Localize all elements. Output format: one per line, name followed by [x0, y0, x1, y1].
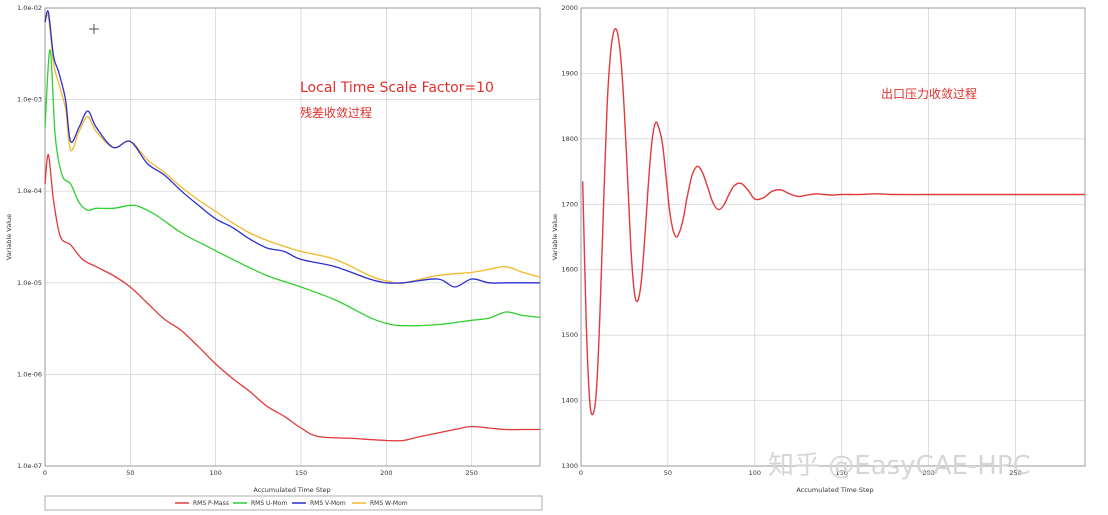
- legend-label: RMS P-Mass: [193, 500, 229, 507]
- y-tick-label: 1.0e-04: [17, 187, 42, 195]
- residual-y-axis-label: Variable Value: [5, 214, 13, 260]
- pressure-series: [582, 28, 1085, 416]
- x-tick-label: 100: [749, 469, 761, 477]
- y-tick-label: 1500: [561, 331, 578, 339]
- series-line-rms-w-mom: [44, 14, 541, 284]
- residual-annotation-title: Local Time Scale Factor=10: [300, 80, 494, 96]
- y-tick-label: 1300: [561, 462, 578, 470]
- residual-legend-items: RMS P-Mass RMS U-Mom RMS V-Mom RMS W-Mom: [175, 500, 408, 507]
- y-tick-label: 1700: [561, 200, 578, 208]
- pressure-ticks: 1300 1400 1500 1600 1700 1800 1900 2000 0 50 100 15…: [561, 4, 1021, 477]
- legend-label: RMS V-Mom: [310, 500, 346, 507]
- x-tick-label: 100: [209, 469, 221, 477]
- x-tick-label: 50: [664, 469, 672, 477]
- x-tick-label: 250: [466, 469, 478, 477]
- pressure-annotation: 出口压力收敛过程: [881, 86, 977, 101]
- pressure-x-axis-label: Accumulated Time Step: [796, 486, 873, 494]
- x-tick-label: 200: [380, 469, 392, 477]
- residual-series: [44, 10, 541, 442]
- residual-chart: 1.0e-07 1.0e-06 1.0e-05 1.0e-04 1.0e-03 1.0e-…: [0, 0, 548, 515]
- y-tick-label: 2000: [561, 4, 578, 12]
- pressure-chart: 1300 1400 1500 1600 1700 1800 1900 2000 0 50 100 15…: [548, 0, 1108, 515]
- y-tick-label: 1.0e-02: [17, 4, 42, 12]
- pressure-grid: [580, 7, 1085, 467]
- series-line-rms-v-mom: [44, 10, 540, 288]
- residual-plot-frame: [44, 7, 541, 467]
- y-tick-label: 1400: [561, 397, 578, 405]
- series-line-rms-p-mass: [44, 154, 540, 442]
- residual-ticks: 1.0e-07 1.0e-06 1.0e-05 1.0e-04 1.0e-03 1.0e-…: [17, 4, 478, 477]
- series-line-rms-u-mom: [44, 49, 541, 327]
- y-tick-label: 1.0e-07: [17, 462, 42, 470]
- legend-label: RMS U-Mom: [251, 500, 287, 507]
- watermark-text: 知乎 @EasyCAE-HPC: [768, 451, 1031, 481]
- x-tick-label: 50: [126, 469, 134, 477]
- x-tick-label: 0: [43, 469, 47, 477]
- y-tick-label: 1.0e-05: [17, 279, 42, 287]
- x-tick-label: 150: [295, 469, 307, 477]
- pressure-plot-frame: [580, 7, 1086, 467]
- pressure-y-axis-label: Variable Value: [551, 214, 559, 260]
- x-tick-label: 0: [579, 469, 583, 477]
- y-tick-label: 1.0e-06: [17, 370, 42, 378]
- y-tick-label: 1.0e-03: [17, 96, 42, 104]
- legend-label: RMS W-Mom: [370, 500, 408, 507]
- residual-annotation-subtitle: 残差收敛过程: [300, 105, 372, 120]
- y-tick-label: 1900: [561, 69, 578, 77]
- x-tick-label: 200: [922, 469, 934, 477]
- residual-x-axis-label: Accumulated Time Step: [253, 486, 330, 494]
- y-tick-label: 1800: [561, 135, 578, 143]
- x-tick-label: 150: [835, 469, 847, 477]
- series-line-outlet-pressure: [582, 28, 1085, 416]
- x-tick-label: 250: [1009, 469, 1021, 477]
- y-tick-label: 1600: [561, 266, 578, 274]
